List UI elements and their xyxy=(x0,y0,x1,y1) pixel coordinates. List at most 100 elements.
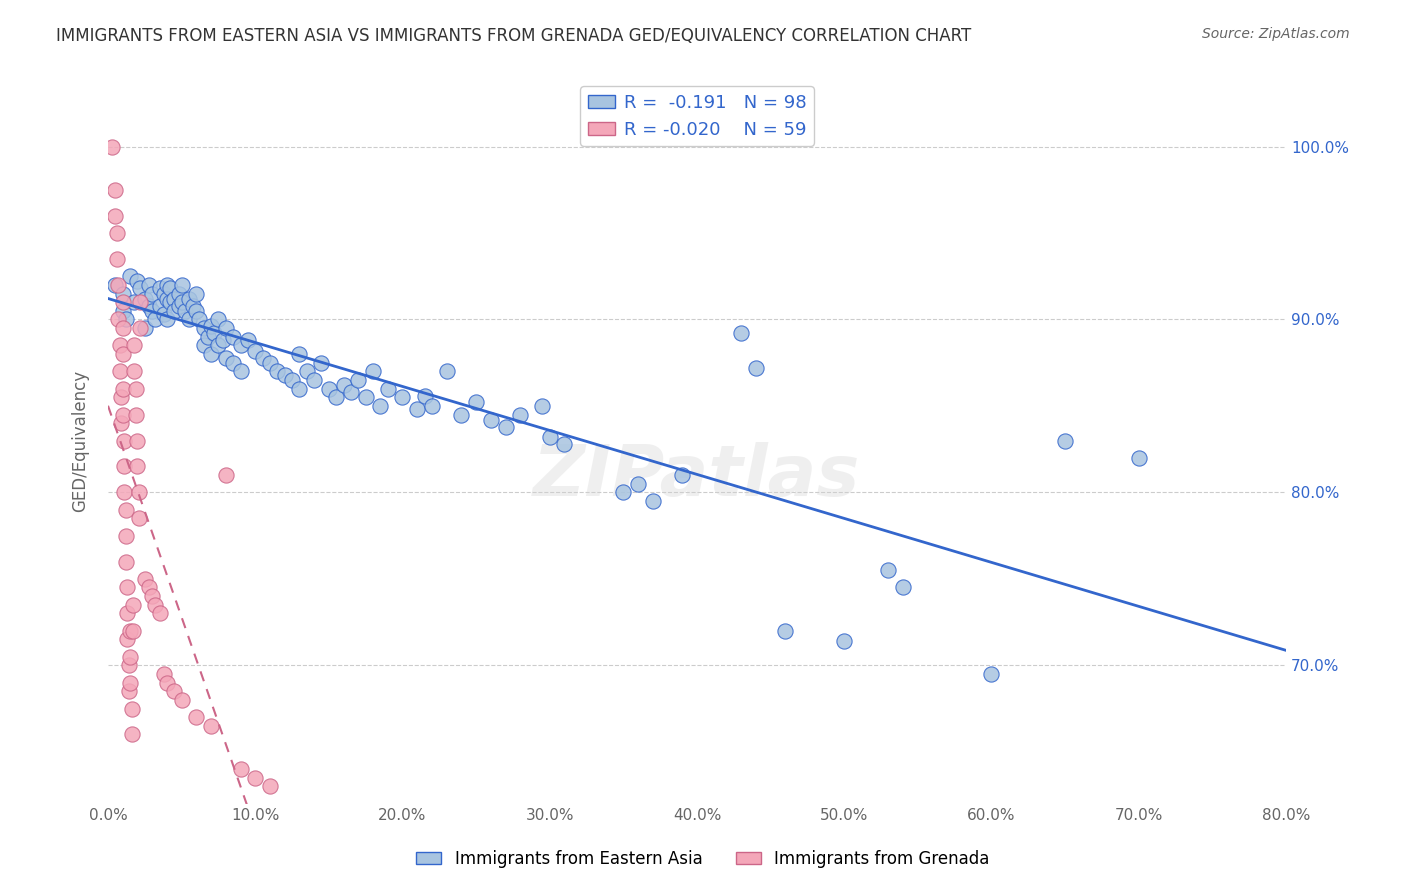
Immigrants from Eastern Asia xyxy=(215,321,238,335)
Immigrants from Eastern Asia xyxy=(120,269,142,284)
Immigrants from Eastern Asia xyxy=(134,292,156,306)
Immigrants from Eastern Asia xyxy=(236,333,259,347)
Immigrants from Eastern Asia xyxy=(127,275,149,289)
Immigrants from Eastern Asia xyxy=(273,368,295,382)
Immigrants from Eastern Asia xyxy=(156,312,179,326)
Immigrants from Eastern Asia xyxy=(177,312,200,326)
Immigrants from Grenada xyxy=(115,607,138,621)
Immigrants from Grenada xyxy=(112,459,135,474)
Immigrants from Eastern Asia xyxy=(222,356,245,370)
Immigrants from Grenada xyxy=(125,408,148,422)
Immigrants from Eastern Asia xyxy=(354,390,377,404)
Legend: R =  -0.191   N = 98, R = -0.020    N = 59: R = -0.191 N = 98, R = -0.020 N = 59 xyxy=(581,87,814,146)
Immigrants from Grenada xyxy=(129,295,152,310)
Immigrants from Grenada xyxy=(259,780,281,794)
Immigrants from Eastern Asia xyxy=(222,330,245,344)
Immigrants from Eastern Asia xyxy=(730,326,752,341)
Immigrants from Grenada xyxy=(138,581,160,595)
Immigrants from Eastern Asia xyxy=(177,292,200,306)
Immigrants from Eastern Asia xyxy=(215,351,238,365)
Immigrants from Grenada xyxy=(112,434,135,448)
Immigrants from Eastern Asia xyxy=(229,338,252,352)
Immigrants from Eastern Asia xyxy=(186,303,208,318)
Immigrants from Grenada xyxy=(163,684,186,698)
Text: Source: ZipAtlas.com: Source: ZipAtlas.com xyxy=(1202,27,1350,41)
Immigrants from Eastern Asia xyxy=(188,312,211,326)
Immigrants from Grenada xyxy=(134,572,156,586)
Immigrants from Eastern Asia xyxy=(197,330,219,344)
Immigrants from Grenada xyxy=(111,347,134,361)
Immigrants from Eastern Asia xyxy=(153,307,176,321)
Immigrants from Grenada xyxy=(124,364,146,378)
Immigrants from Eastern Asia xyxy=(325,390,347,404)
Immigrants from Grenada xyxy=(112,485,135,500)
Immigrants from Eastern Asia xyxy=(627,476,650,491)
Immigrants from Eastern Asia xyxy=(302,373,325,387)
Immigrants from Grenada xyxy=(107,312,129,326)
Immigrants from Grenada xyxy=(129,321,152,335)
Immigrants from Grenada xyxy=(111,408,134,422)
Immigrants from Eastern Asia xyxy=(202,326,225,341)
Immigrants from Eastern Asia xyxy=(891,581,914,595)
Immigrants from Eastern Asia xyxy=(509,408,531,422)
Immigrants from Eastern Asia xyxy=(347,373,370,387)
Immigrants from Eastern Asia xyxy=(141,286,163,301)
Immigrants from Eastern Asia xyxy=(980,667,1002,681)
Immigrants from Grenada xyxy=(186,710,208,724)
Immigrants from Eastern Asia xyxy=(495,419,517,434)
Immigrants from Grenada xyxy=(120,675,142,690)
Immigrants from Grenada xyxy=(104,183,127,197)
Immigrants from Eastern Asia xyxy=(436,364,458,378)
Immigrants from Eastern Asia xyxy=(295,364,318,378)
Immigrants from Eastern Asia xyxy=(406,402,429,417)
Immigrants from Grenada xyxy=(111,382,134,396)
Immigrants from Eastern Asia xyxy=(193,321,215,335)
Immigrants from Grenada xyxy=(114,528,136,542)
Immigrants from Eastern Asia xyxy=(138,299,160,313)
Immigrants from Eastern Asia xyxy=(252,351,274,365)
Immigrants from Eastern Asia xyxy=(553,437,575,451)
Immigrants from Grenada xyxy=(117,658,139,673)
Immigrants from Grenada xyxy=(143,598,166,612)
Immigrants from Grenada xyxy=(115,581,138,595)
Immigrants from Eastern Asia xyxy=(143,312,166,326)
Immigrants from Grenada xyxy=(128,511,150,525)
Immigrants from Grenada xyxy=(120,624,142,638)
Immigrants from Eastern Asia xyxy=(114,312,136,326)
Immigrants from Eastern Asia xyxy=(167,299,190,313)
Immigrants from Grenada xyxy=(108,338,131,352)
Immigrants from Eastern Asia xyxy=(340,385,363,400)
Immigrants from Eastern Asia xyxy=(156,277,179,292)
Immigrants from Eastern Asia xyxy=(170,295,193,310)
Immigrants from Eastern Asia xyxy=(420,399,443,413)
Immigrants from Grenada xyxy=(104,209,127,223)
Immigrants from Eastern Asia xyxy=(156,292,179,306)
Immigrants from Eastern Asia xyxy=(163,292,186,306)
Immigrants from Eastern Asia xyxy=(318,382,340,396)
Immigrants from Eastern Asia xyxy=(288,347,311,361)
Immigrants from Eastern Asia xyxy=(832,634,855,648)
Immigrants from Eastern Asia xyxy=(332,378,354,392)
Immigrants from Grenada xyxy=(111,321,134,335)
Immigrants from Grenada xyxy=(105,252,128,266)
Immigrants from Grenada xyxy=(105,226,128,240)
Immigrants from Eastern Asia xyxy=(479,413,502,427)
Immigrants from Grenada xyxy=(110,416,132,430)
Immigrants from Eastern Asia xyxy=(671,468,693,483)
Immigrants from Eastern Asia xyxy=(229,364,252,378)
Immigrants from Eastern Asia xyxy=(465,395,488,409)
Legend: Immigrants from Eastern Asia, Immigrants from Grenada: Immigrants from Eastern Asia, Immigrants… xyxy=(409,844,997,875)
Immigrants from Eastern Asia xyxy=(159,281,181,295)
Immigrants from Grenada xyxy=(107,277,129,292)
Immigrants from Eastern Asia xyxy=(413,388,436,402)
Immigrants from Grenada xyxy=(141,589,163,603)
Immigrants from Eastern Asia xyxy=(111,303,134,318)
Immigrants from Eastern Asia xyxy=(538,430,561,444)
Immigrants from Eastern Asia xyxy=(129,281,152,295)
Immigrants from Eastern Asia xyxy=(138,277,160,292)
Immigrants from Eastern Asia xyxy=(745,360,768,375)
Immigrants from Eastern Asia xyxy=(450,408,472,422)
Text: IMMIGRANTS FROM EASTERN ASIA VS IMMIGRANTS FROM GRENADA GED/EQUIVALENCY CORRELAT: IMMIGRANTS FROM EASTERN ASIA VS IMMIGRAN… xyxy=(56,27,972,45)
Immigrants from Eastern Asia xyxy=(361,364,384,378)
Immigrants from Grenada xyxy=(153,667,176,681)
